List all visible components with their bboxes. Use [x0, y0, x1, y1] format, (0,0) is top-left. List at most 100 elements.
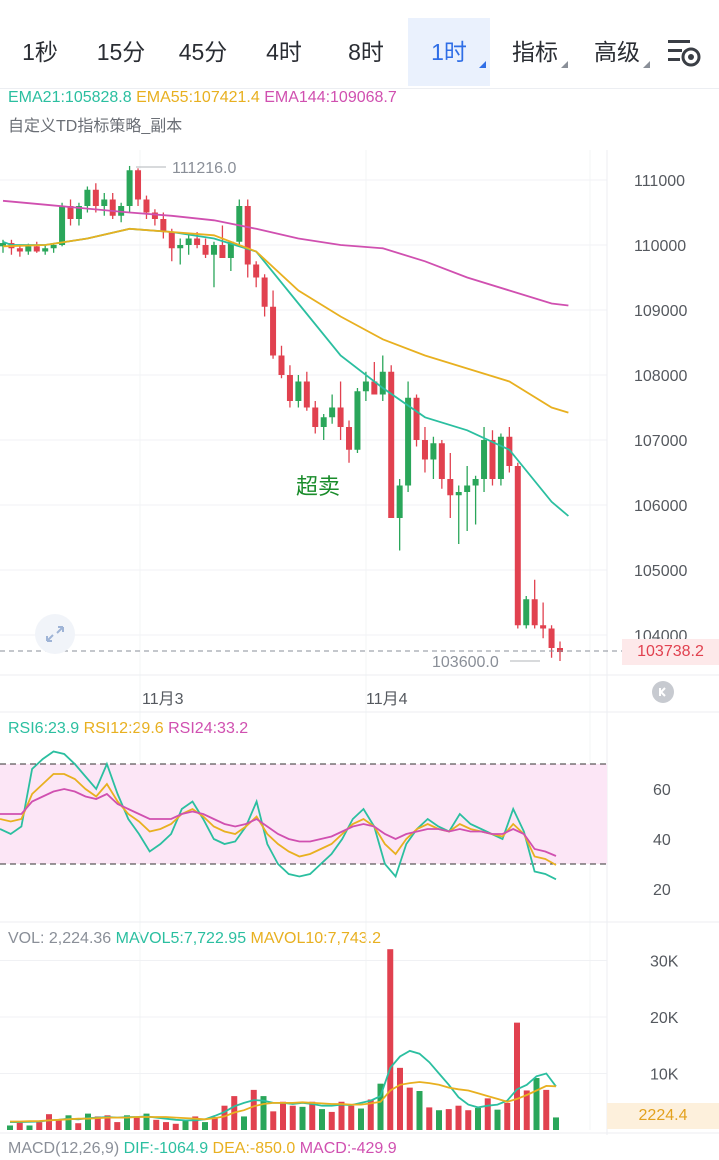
tab-15m[interactable]: 15分 [80, 18, 162, 86]
volume-bar [475, 1107, 481, 1130]
tab-4h[interactable]: 4时 [244, 18, 324, 86]
volume-bar [114, 1122, 121, 1130]
timeframe-tabs: 1秒 15分 45分 4时 8时 1时 指标 高级 [0, 0, 719, 89]
candle-body [346, 427, 353, 450]
volume-bar [504, 1102, 511, 1130]
price-axis-label: 111000 [634, 173, 685, 190]
tab-advanced[interactable]: 高级 [580, 18, 654, 86]
candle-body [143, 199, 150, 213]
volume-bar [484, 1098, 491, 1130]
volume-bar [426, 1107, 433, 1130]
tab-label: 1秒 [22, 39, 58, 65]
candle-body [168, 232, 175, 249]
candle-body [388, 371, 395, 518]
candle-body [16, 248, 23, 252]
candle-body [185, 238, 192, 245]
candle-body [126, 170, 133, 206]
price-axis-label: 108000 [634, 368, 687, 385]
volume-bar [65, 1115, 72, 1130]
tab-8h[interactable]: 8时 [324, 18, 408, 86]
volume-bar [309, 1101, 316, 1130]
macd-title: MACD(12,26,9) [8, 1140, 120, 1157]
candle-body [438, 443, 445, 479]
price-axis-label: 105000 [634, 563, 687, 580]
reset-zoom-icon[interactable] [652, 681, 674, 703]
candle-body [421, 440, 428, 460]
candle-body [42, 248, 49, 252]
volume-bar [377, 1083, 384, 1130]
volume-axis-label: 10K [650, 1067, 679, 1084]
rsi-axis-label: 60 [653, 782, 671, 799]
volume-bar [163, 1122, 169, 1130]
tab-label: 15分 [96, 39, 146, 65]
volume-bar [211, 1117, 218, 1130]
candle-body [261, 277, 268, 307]
sliders-gear-icon[interactable] [666, 36, 706, 70]
price-axis-label: 109000 [634, 303, 687, 320]
candle-body [160, 219, 167, 232]
candle-body [270, 306, 277, 356]
tab-label: 4时 [266, 39, 302, 65]
volume-bar [543, 1089, 550, 1130]
candle-body [194, 238, 201, 245]
rsi24-value: RSI24:33.2 [168, 720, 249, 737]
volume-bars [7, 949, 559, 1130]
macd-legend: MACD(12,26,9) DIF:-1064.9 DEA:-850.0 MAC… [8, 1140, 397, 1158]
candle-body [295, 381, 302, 401]
rsi24-line [0, 788, 557, 857]
mavol-lines [10, 1049, 557, 1123]
volume-bar [445, 1109, 452, 1130]
expand-arrows-icon[interactable] [35, 614, 75, 654]
ema-legend: EMA21:105828.8 EMA55:107421.4 EMA144:109… [8, 89, 397, 107]
candle-body [101, 199, 108, 206]
candle-body [135, 170, 142, 200]
vol-legend: VOL: 2,224.36 MAVOL5:7,722.95 MAVOL10:7,… [8, 930, 381, 948]
volume-bar [455, 1105, 462, 1130]
volume-bar [553, 1117, 559, 1130]
volume-bar [55, 1119, 62, 1130]
tab-1s[interactable]: 1秒 [0, 18, 80, 86]
candle-body [531, 599, 538, 626]
candle-body [540, 625, 547, 629]
candle-body [278, 355, 285, 375]
volume-bar [143, 1113, 150, 1130]
ema55-value: EMA55:107421.4 [136, 89, 260, 106]
rsi-legend: RSI6:23.9 RSI12:29.6 RSI24:33.2 [8, 720, 248, 738]
volume-bar [182, 1119, 189, 1130]
volume-bar [397, 1067, 403, 1130]
tab-45m[interactable]: 45分 [162, 18, 244, 86]
mavol10-value: MAVOL10:7,743.2 [250, 930, 381, 947]
candle-body [481, 440, 488, 479]
volume-bar [436, 1110, 442, 1130]
candle-body [75, 206, 82, 219]
candle-body [497, 436, 504, 479]
volume-bar [416, 1091, 423, 1130]
candle-body [312, 407, 319, 427]
rsi6-value: RSI6:23.9 [8, 720, 80, 737]
volume-bar [104, 1115, 111, 1130]
candle-body [489, 440, 496, 479]
candle-body [472, 479, 479, 486]
rsi-lines [0, 750, 557, 881]
tab-indicators[interactable]: 指标 [498, 18, 572, 86]
volume-bar [328, 1111, 335, 1130]
current-volume-tag: 2224.4 [607, 1103, 719, 1129]
tab-label: 8时 [348, 39, 384, 65]
chart-grid [0, 150, 719, 1135]
candle-body [514, 466, 521, 626]
volume-bar [299, 1106, 306, 1130]
candle-body [0, 243, 6, 247]
candle-body [219, 245, 226, 258]
volume-axis-label: 30K [650, 954, 679, 971]
candle-body [202, 245, 209, 255]
volume-bar [358, 1108, 364, 1130]
candle-body [523, 599, 530, 626]
axes: 111000 110000 109000 108000 107000 106000 1050… [634, 173, 687, 1084]
candle-body [236, 206, 243, 242]
rsi12-line [0, 773, 557, 866]
volume-bar [7, 1125, 13, 1130]
volume-bar [153, 1119, 160, 1130]
tab-1h[interactable]: 1时 [408, 18, 490, 86]
candle-body [430, 443, 437, 460]
